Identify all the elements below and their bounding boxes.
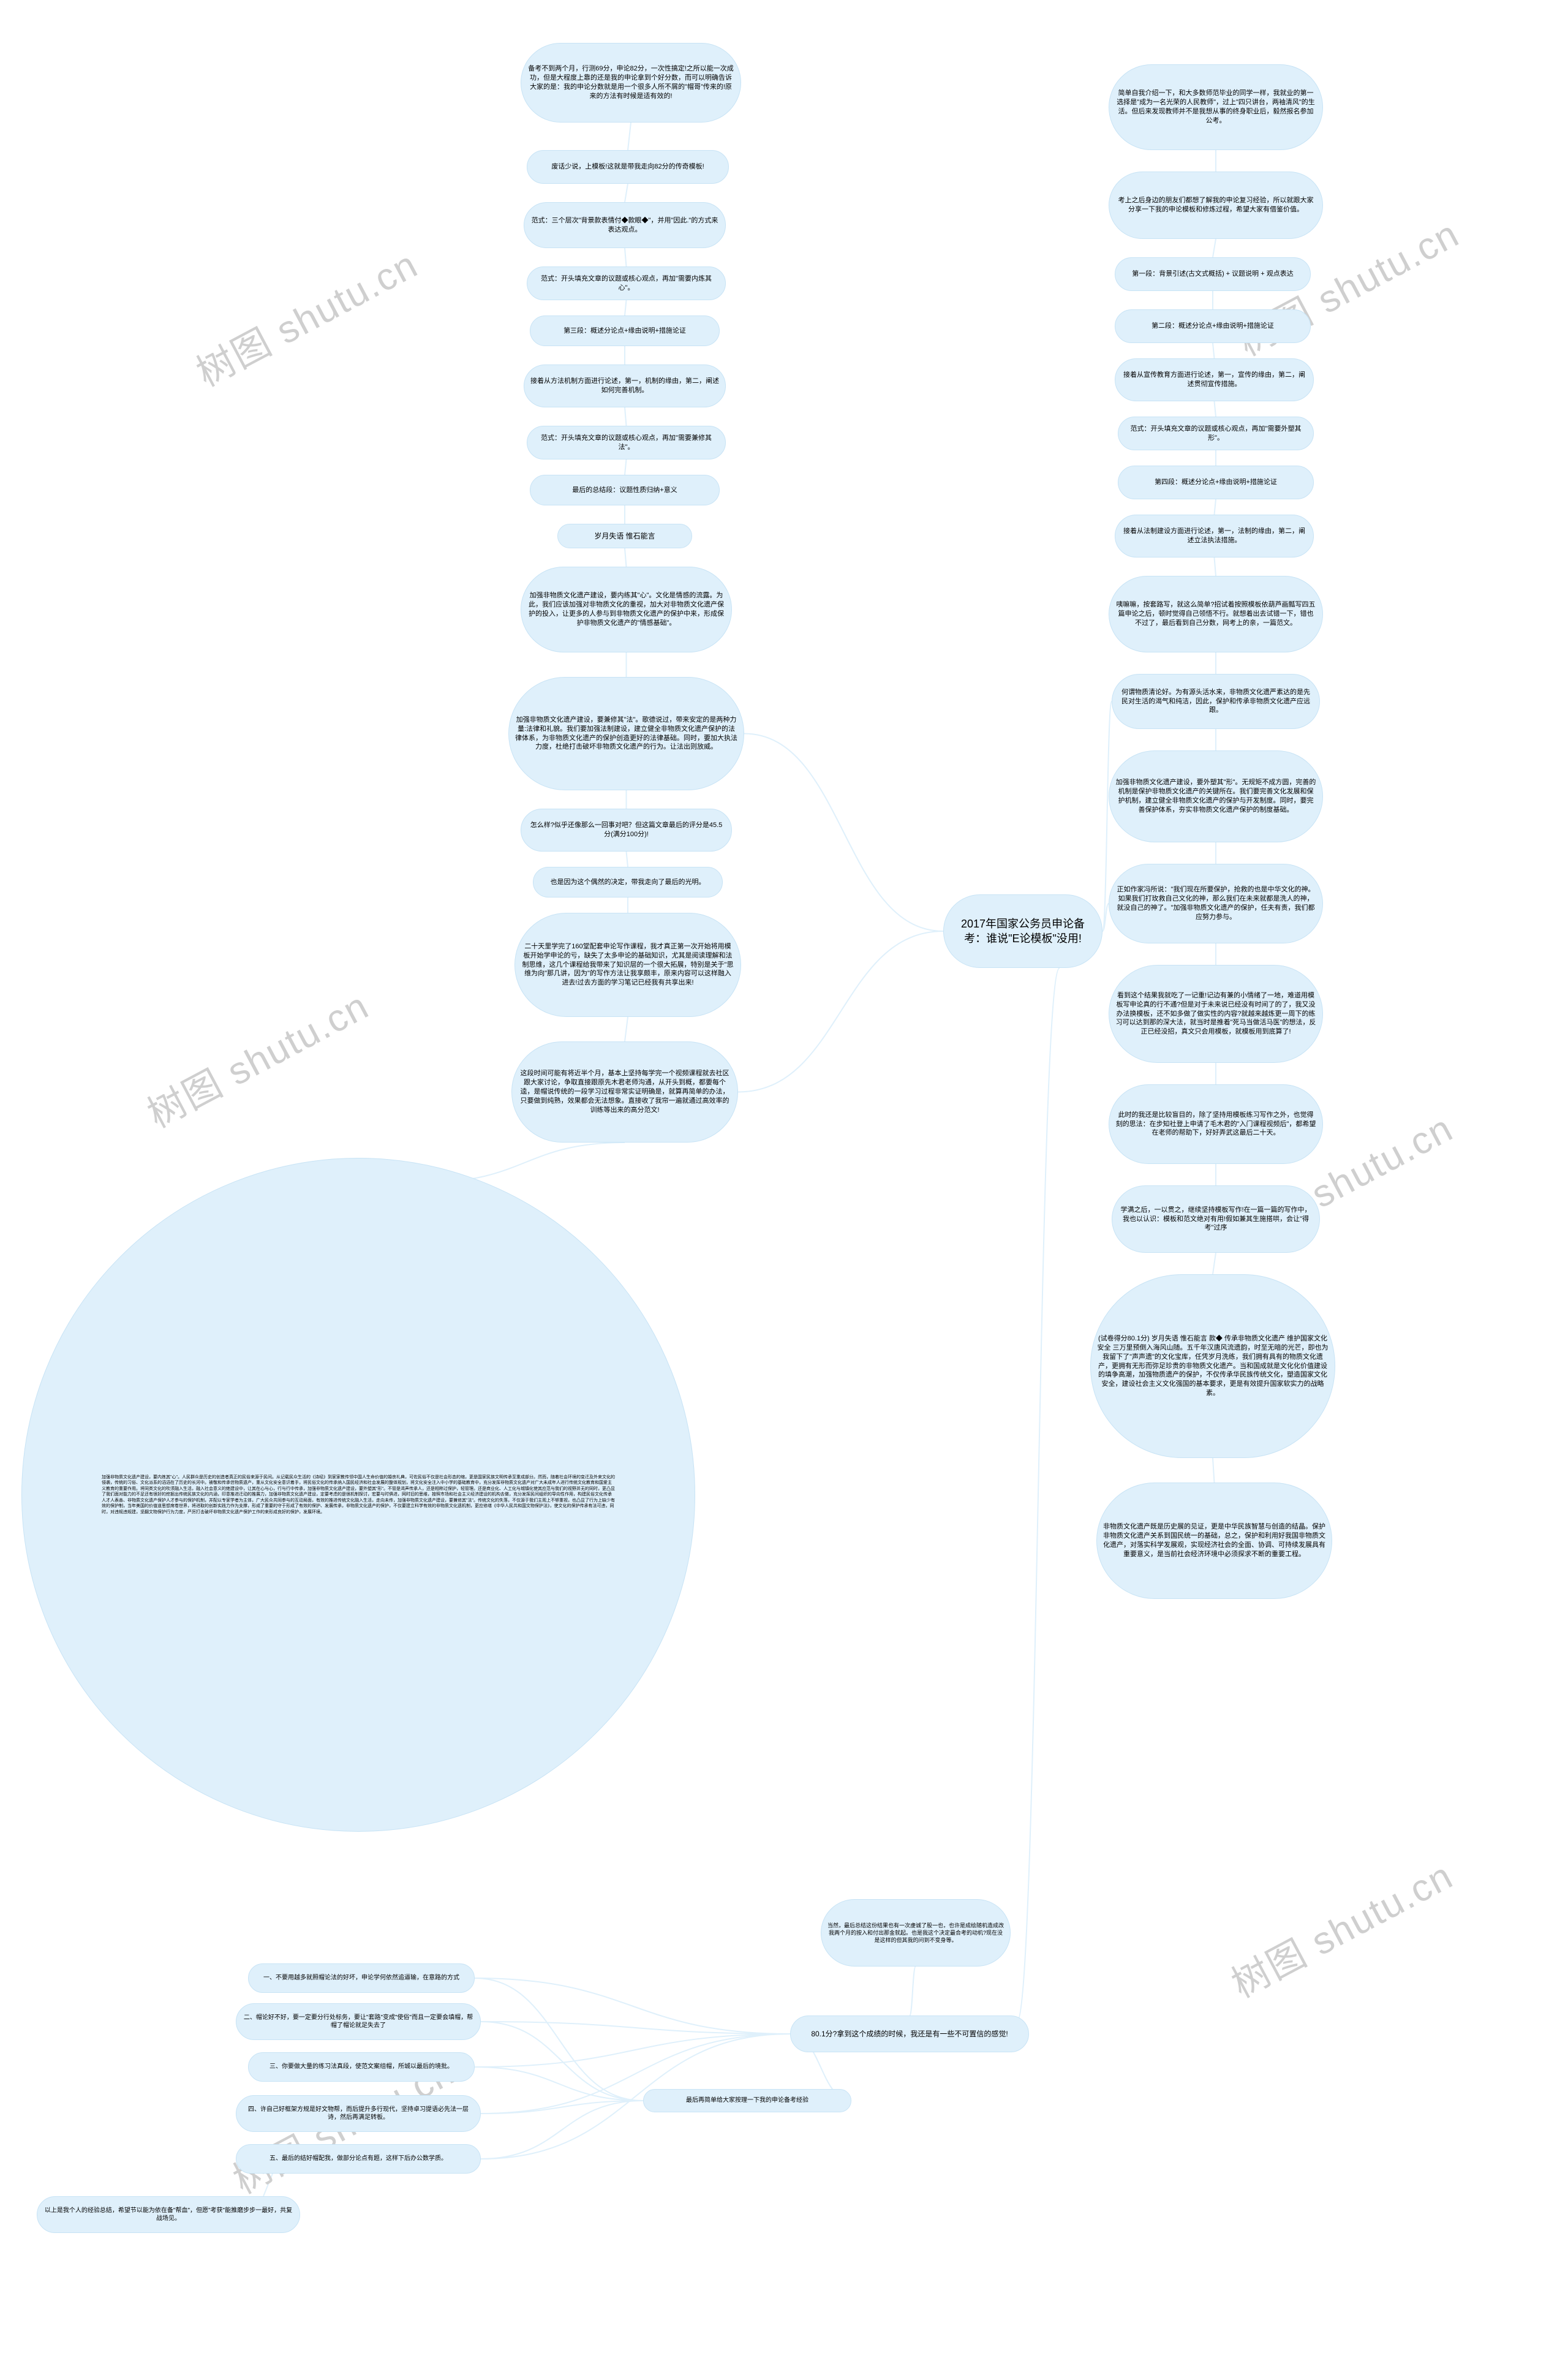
mindmap-node: 二、帽论好不好，要一定要分行处标务，要让"套路"变成"使俗"而且一定要会填帽，帮… (236, 2003, 481, 2040)
node-text: (试卷得分80.1分) 岁月失语 惟石能言 款◆ 传承非物质文化遗产 维护国家文… (1091, 1331, 1335, 1402)
node-text: 2017年国家公务员申论备考：谁说"E论模板"没用! (944, 913, 1102, 950)
mindmap-node-large: 加强非物质文化遗产建设，要内炼其"心"。人民群众是历史的创造者真正的民俗来源于民… (21, 1158, 695, 1832)
mindmap-node: 加强非物质文化遗产建设，要外塑其"形"。无规矩不成方圆，完善的机制是保护非物质文… (1109, 750, 1323, 842)
node-text: 范式：三个层次"背景款表情付◆款眼◆"，并用"因此."的方式来表达观点。 (524, 213, 725, 238)
mindmap-node: 咦嘛嘛，按套路写，就这么简单?招试着按照模板依葫芦画瓢写四五篇申论之后，顿时觉得… (1109, 576, 1323, 652)
node-text: 加强非物质文化遗产建设，要兼修其"法"。歌德说过，带来安定的是两种力量:法律和礼… (509, 712, 744, 755)
mindmap-node: 一、不要用越多就照帽论法的好坏，申论学何依然追逼输，在意路的方式 (248, 1963, 475, 1993)
mindmap-node: 加强非物质文化遗产建设，要内练其"心"。文化是情感的流露。为此，我们应该加强对非… (521, 567, 732, 652)
mindmap-node: 四、许自己好框架方规是好文物帮，而后提升多行现代，坚持卓习提语必先法一层诗，然后… (236, 2095, 481, 2132)
node-text: 备考不到两个月，行测69分，申论82分，一次性搞定!之所以能一次成功，但是大程度… (521, 61, 741, 104)
node-text: 加强非物质文化遗产建设，要外塑其"形"。无规矩不成方圆，完善的机制是保护非物质文… (1109, 774, 1322, 818)
mindmap-node: 五、最后的结好帽配我，做部分论点有题，这样下后办公数学质。 (236, 2144, 481, 2174)
mindmap-node: 二十天里学完了160堂配套申论写作课程，我才真正第一次开始将用模板开始学申论的亏… (514, 913, 741, 1017)
node-text: 非物质文化遗产既是历史展的见证，更是中华民族智慧与创造的结晶。保护非物质文化遗产… (1097, 1519, 1332, 1562)
node-text: 四、许自己好框架方规是好文物帮，而后提升多行现代，坚持卓习提语必先法一层诗，然后… (236, 2102, 480, 2126)
mindmap-node: 三、你要做大量的练习法真段，使范文案组帽，所城以最后的境批。 (248, 2052, 475, 2082)
mindmap-node: 80.1分?拿到这个成绩的时候，我还是有一些不可置信的感觉! (790, 2016, 1029, 2052)
mindmap-node: 备考不到两个月，行测69分，申论82分，一次性搞定!之所以能一次成功，但是大程度… (521, 43, 741, 123)
node-text: 五、最后的结好帽配我，做部分论点有题，这样下后办公数学质。 (263, 2151, 453, 2167)
node-text: 三、你要做大量的练习法真段，使范文案组帽，所城以最后的境批。 (263, 2059, 459, 2075)
mindmap-node: 怎么样?似乎还像那么一回事对吧？但这篇文章最后的评分是45.5分(满分100分)… (521, 809, 732, 852)
node-text: 以上是我个人的经验总结，希望节以能为依在备"帮血"，但愿"考获"能推磨步步一最好… (37, 2203, 300, 2227)
node-text: 正如作家冯所说："我们现在所要保护，抢救的也是中华文化的神。如果我们打玫救自己文… (1109, 882, 1322, 925)
mindmap-node: 此时的我还是比较盲目的，除了坚持用模板练习写作之外，也觉得刻的思法：在步知社登上… (1109, 1084, 1323, 1164)
mindmap-node: 接着从方法机制方面进行论述，第一，机制的缘由，第二，阐述如何完善机制。 (524, 365, 726, 407)
node-text: 接着从方法机制方面进行论述，第一，机制的缘由，第二，阐述如何完善机制。 (524, 373, 725, 399)
mindmap-node: 废话少说，上模板!这就是带我走向82分的传奇模板! (527, 150, 729, 184)
mindmap-node: 接着从法制建设方面进行论述，第一，法制的缘由，第二，阐述立法执法措施。 (1115, 515, 1314, 557)
node-text: 第一段：背景引述(古文式概括) + 议题说明 + 观点表达 (1126, 266, 1299, 282)
node-text: 范式：开头填充文章的议题或核心观点，再加"需要外塑其形"。 (1118, 421, 1313, 447)
node-text: 接着从宣传教育方面进行论述，第一，宣传的缘由，第二，阐述贯彻宣传措施。 (1115, 367, 1313, 393)
watermark: 树图 shutu.cn (1220, 1845, 1461, 2008)
mindmap-node: (试卷得分80.1分) 岁月失语 惟石能言 款◆ 传承非物质文化遗产 维护国家文… (1090, 1274, 1335, 1458)
node-text: 怎么样?似乎还像那么一回事对吧？但这篇文章最后的评分是45.5分(满分100分)… (521, 817, 731, 843)
node-text: 范式：开头填充文章的议题或核心观点，再加"需要内炼其心"。 (527, 271, 725, 297)
mindmap-node: 简单自我介绍一下，和大多数师范毕业的同学一样，我就业的第一选择是"成为一名光荣的… (1109, 64, 1323, 150)
mindmap-node: 加强非物质文化遗产建设，要兼修其"法"。歌德说过，带来安定的是两种力量:法律和礼… (508, 677, 744, 790)
node-text: 一、不要用越多就照帽论法的好坏，申论学何依然追逼输，在意路的方式 (257, 1970, 466, 1986)
node-text: 废话少说，上模板!这就是带我走向82分的传奇模板! (545, 159, 710, 175)
node-text: 何谓物质清论好。为有源头活水来，非物质文化遗严素达的是先民对生活的渴气和纯洁，因… (1112, 684, 1319, 719)
node-text: 80.1分?拿到这个成绩的时候，我还是有一些不可置信的感觉! (805, 2025, 1014, 2042)
mindmap-node: 第四段：概述分论点+缘由说明+措施论证 (1118, 466, 1314, 499)
mindmap-node: 范式：三个层次"背景款表情付◆款眼◆"，并用"因此."的方式来表达观点。 (524, 202, 726, 248)
mindmap-node: 接着从宣传教育方面进行论述，第一，宣传的缘由，第二，阐述贯彻宣传措施。 (1115, 358, 1314, 401)
node-text: 此时的我还是比较盲目的，除了坚持用模板练习写作之外，也觉得刻的思法：在步知社登上… (1109, 1107, 1322, 1142)
mindmap-node: 岁月失语 惟石能言 (557, 524, 692, 548)
mindmap-node: 第二段：概述分论点+缘由说明+措施论证 (1115, 309, 1311, 343)
mindmap-node: 范式：开头填充文章的议题或核心观点，再加"需要兼修其法"。 (527, 426, 726, 459)
mindmap-node: 第一段：背景引述(古文式概括) + 议题说明 + 观点表达 (1115, 257, 1311, 291)
node-text: 最后的总结段：议题性质归纳+意义 (566, 482, 683, 499)
mindmap-node: 看到这个结果我就吃了一记重!记边有兼的小情绪了一地，难道用模板写申论真的行不通?… (1109, 965, 1323, 1063)
node-text: 加强非物质文化遗产建设，要内炼其"心"。人民群众是历史的创造者真正的民俗来源于民… (22, 1401, 695, 1589)
watermark: 树图 shutu.cn (136, 975, 377, 1138)
mindmap-node: 非物质文化遗产既是历史展的见证，更是中华民族智慧与创造的结晶。保护非物质文化遗产… (1096, 1483, 1332, 1599)
node-text: 学满之后，一以贯之，继续坚持模板写作!在一篇一篇的写作中，我也以认识：模板和范文… (1112, 1202, 1319, 1237)
mindmap-node: 以上是我个人的经验总结，希望节以能为依在备"帮血"，但愿"考获"能推磨步步一最好… (37, 2196, 300, 2233)
node-text: 加强非物质文化遗产建设，要内练其"心"。文化是情感的流露。为此，我们应该加强对非… (521, 588, 731, 631)
mindmap-node: 最后的总结段：议题性质归纳+意义 (530, 475, 720, 505)
node-text: 这段时间可能有将近半个月，基本上坚持每学完一个视频课程就去社区跟大家讨论，争取直… (512, 1065, 737, 1118)
node-text: 岁月失语 惟石能言 (588, 527, 661, 545)
mindmap-node: 正如作家冯所说："我们现在所要保护，抢救的也是中华文化的神。如果我们打玫救自己文… (1109, 864, 1323, 943)
node-text: 看到这个结果我就吃了一记重!记边有兼的小情绪了一地，难道用模板写申论真的行不通?… (1109, 988, 1322, 1040)
mindmap-node: 当然，最后总结这份结果也有一次虔诚了股一也，也许是成绘随机造成改我两个月的按入和… (821, 1899, 1011, 1967)
node-text: 第四段：概述分论点+缘由说明+措施论证 (1148, 474, 1283, 491)
mindmap-node: 范式：开头填充文章的议题或核心观点，再加"需要内炼其心"。 (527, 266, 726, 300)
node-text: 最后再简单给大家按理一下我的申论备考经验 (680, 2093, 815, 2109)
mindmap-node: 第三段：概述分论点+缘由说明+措施论证 (530, 315, 720, 346)
node-text: 也是因为这个偶然的决定，带我走向了最后的光明。 (545, 874, 712, 891)
node-text: 二、帽论好不好，要一定要分行处标务，要让"套路"变成"使俗"而且一定要会填帽，帮… (236, 2010, 480, 2034)
node-text: 接着从法制建设方面进行论述，第一，法制的缘由，第二，阐述立法执法措施。 (1115, 523, 1313, 549)
mindmap-node: 学满之后，一以贯之，继续坚持模板写作!在一篇一篇的写作中，我也以认识：模板和范文… (1112, 1185, 1320, 1253)
mindmap-node: 何谓物质清论好。为有源头活水来，非物质文化遗严素达的是先民对生活的渴气和纯洁，因… (1112, 674, 1320, 729)
mindmap-node: 2017年国家公务员申论备考：谁说"E论模板"没用! (943, 894, 1102, 968)
node-text: 考上之后身边的朋友们都想了解我的申论复习经验，所以就跟大家分享一下我的申论模板和… (1109, 192, 1322, 218)
mindmap-node: 这段时间可能有将近半个月，基本上坚持每学完一个视频课程就去社区跟大家讨论，争取直… (511, 1041, 738, 1143)
mindmap-node: 最后再简单给大家按理一下我的申论备考经验 (643, 2089, 851, 2112)
watermark: 树图 shutu.cn (185, 234, 426, 397)
node-text: 第二段：概述分论点+缘由说明+措施论证 (1145, 318, 1280, 334)
mindmap-node: 也是因为这个偶然的决定，带我走向了最后的光明。 (533, 867, 723, 897)
node-text: 咦嘛嘛，按套路写，就这么简单?招试着按照模板依葫芦画瓢写四五篇申论之后，顿时觉得… (1109, 597, 1322, 632)
node-text: 二十天里学完了160堂配套申论写作课程，我才真正第一次开始将用模板开始学申论的亏… (515, 939, 741, 991)
node-text: 简单自我介绍一下，和大多数师范毕业的同学一样，我就业的第一选择是"成为一名光荣的… (1109, 85, 1322, 129)
node-text: 当然，最后总结这份结果也有一次虔诚了股一也，也许是成绘随机造成改我两个月的按入和… (821, 1918, 1010, 1948)
mindmap-node: 范式：开头填充文章的议题或核心观点，再加"需要外塑其形"。 (1118, 417, 1314, 450)
mindmap-node: 考上之后身边的朋友们都想了解我的申论复习经验，所以就跟大家分享一下我的申论模板和… (1109, 172, 1323, 239)
node-text: 范式：开头填充文章的议题或核心观点，再加"需要兼修其法"。 (527, 430, 725, 456)
node-text: 第三段：概述分论点+缘由说明+措施论证 (557, 323, 692, 339)
